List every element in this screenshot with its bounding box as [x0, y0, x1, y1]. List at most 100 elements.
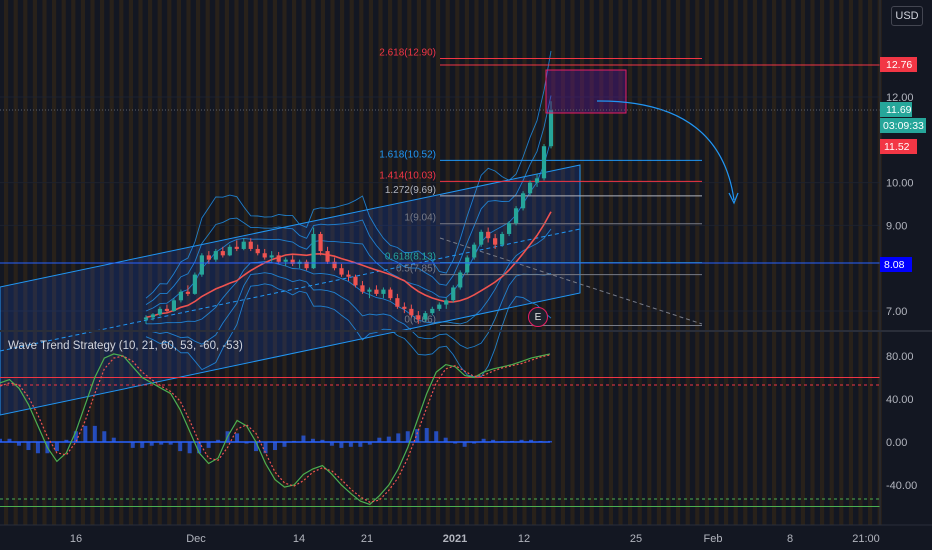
osc-histogram-bar	[291, 440, 296, 443]
candlestick-series	[143, 101, 554, 324]
time-tick-label: 8	[787, 533, 793, 545]
candle	[262, 253, 267, 258]
candle	[520, 193, 526, 209]
osc-histogram-bar	[54, 442, 59, 452]
osc-histogram-bar	[434, 431, 439, 443]
target-box[interactable]	[545, 69, 627, 114]
candle	[318, 233, 323, 252]
fib-level-label: 2.618(12.90)	[379, 47, 436, 58]
prev-close-tag-text: 11.52	[884, 141, 910, 153]
osc-histogram-bar	[500, 440, 505, 443]
price-axis[interactable]: 12.00 10.00 9.00 7.00	[886, 92, 914, 318]
earnings-badge[interactable]: E	[528, 307, 548, 327]
fib-level-label: 0.618(8.13)	[385, 252, 436, 263]
osc-histogram-bar	[0, 438, 2, 443]
candle	[178, 291, 184, 301]
osc-histogram-bar	[329, 442, 334, 446]
candle	[451, 287, 456, 301]
candle	[444, 300, 449, 305]
oscillator-pane	[0, 353, 880, 507]
candle	[367, 289, 372, 292]
candle	[206, 255, 211, 260]
time-axis[interactable]: 16 Dec 14 21 2021 12 25 Feb 8 21:00	[70, 533, 880, 545]
candle	[283, 259, 288, 262]
osc-histogram-bar	[263, 442, 268, 454]
wt2-line	[0, 354, 551, 503]
osc-histogram-bar	[178, 442, 183, 452]
oscillator-axis[interactable]: 80.00 40.00 0.00 -40.00	[886, 351, 917, 492]
candle	[395, 298, 400, 307]
osc-histogram-bar	[83, 425, 88, 443]
candle	[388, 289, 393, 299]
osc-histogram-bar	[216, 439, 221, 443]
osc-histogram-bar	[130, 442, 135, 448]
prev-close-tag	[880, 139, 917, 154]
osc-histogram-bar	[339, 442, 344, 448]
candle	[353, 276, 358, 286]
osc-histogram-bar	[140, 442, 145, 448]
candle	[346, 274, 351, 277]
osc-histogram-bar	[548, 440, 552, 443]
forecast-arrow[interactable]	[596, 100, 735, 201]
support-tag	[880, 257, 912, 272]
osc-histogram-bar	[254, 442, 259, 452]
osc-histogram-bar	[310, 438, 315, 443]
wt1-line	[0, 353, 551, 506]
osc-histogram-bar	[453, 442, 458, 444]
osc-histogram-bar	[26, 442, 31, 451]
osc-tick-label: 0.00	[886, 437, 907, 449]
trend-line-dashed[interactable]	[439, 237, 703, 325]
upper-band	[145, 139, 552, 312]
osc-histogram-bar	[102, 431, 107, 443]
candle	[255, 248, 260, 254]
time-tick-label: Feb	[704, 533, 723, 545]
candle	[541, 146, 547, 179]
candle	[479, 231, 484, 245]
osc-tick-label: 80.00	[886, 351, 914, 363]
candle	[493, 238, 498, 245]
candle	[234, 246, 239, 249]
candle	[276, 255, 281, 262]
osc-histogram-bar	[197, 442, 202, 454]
candle	[437, 304, 442, 309]
time-tick-label: 2021	[443, 533, 467, 545]
fib-level-label: 1(9.04)	[404, 213, 436, 224]
candle	[430, 308, 435, 314]
price-tick-label: 12.00	[886, 92, 914, 104]
osc-histogram-bar	[443, 437, 448, 443]
osc-histogram-bar	[462, 442, 467, 447]
candle	[416, 315, 421, 320]
osc-histogram-bar	[491, 439, 496, 443]
fib-level-label: 1.414(10.03)	[379, 170, 436, 181]
candle	[157, 308, 163, 315]
candle	[548, 110, 554, 147]
osc-histogram-bar	[519, 439, 524, 443]
candle	[311, 233, 316, 269]
osc-histogram-bar	[386, 436, 391, 443]
osc-histogram-bar	[367, 442, 372, 445]
indicator-legend[interactable]: Wave Trend Strategy (10, 21, 60, 53, -60…	[8, 340, 243, 352]
osc-histogram-bar	[92, 425, 97, 443]
fib-level-label: 0.5(7.85)	[396, 264, 436, 275]
time-tick-label: 16	[70, 533, 82, 545]
candle	[248, 241, 253, 249]
candle	[513, 208, 519, 224]
osc-histogram-bar	[358, 442, 363, 447]
lower-band	[145, 272, 552, 349]
lower-band	[146, 228, 552, 325]
candle	[360, 285, 365, 292]
osc-histogram-bar	[405, 431, 410, 443]
currency-button[interactable]: USD	[891, 6, 923, 26]
candle	[213, 251, 218, 260]
time-tick-label: Dec	[186, 533, 206, 545]
candle	[220, 251, 225, 256]
osc-histogram-bar	[510, 440, 515, 443]
candle	[185, 291, 190, 294]
last-price-tag-text: 11.69	[886, 104, 912, 116]
osc-histogram-bar	[7, 438, 12, 443]
osc-histogram-bar	[111, 437, 116, 443]
candle	[500, 233, 505, 245]
upper-band	[145, 50, 552, 299]
fib-extension[interactable]: 2.618(12.90) 1.618(10.52) 1.414(10.03) 1.27…	[379, 47, 702, 327]
